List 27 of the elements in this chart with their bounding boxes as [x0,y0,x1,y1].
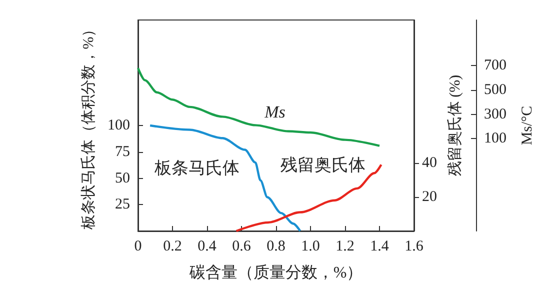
y2-axis-title: 残留奥氏体 (%) [446,74,464,176]
line-series [136,66,381,147]
x-axis-title: 碳含量（质量分数，%） [188,264,363,282]
x-tick-label: 1.6 [404,238,424,254]
y3-axis-title: Ms/°C [520,106,536,146]
annotation: 残留奥氏体 [280,156,366,174]
y-tick-label: 75 [115,144,130,160]
annotation: 板条马氏体 [154,158,240,178]
x-tick-label: 0.4 [198,238,217,254]
y3-tick-label: 700 [484,58,506,74]
y3-tick-label: 500 [484,82,506,98]
annotation: Ms [264,102,286,122]
x-tick-label: 0.8 [266,238,286,254]
y3-tick-label: 300 [484,106,506,122]
x-tick-label: 0.2 [163,238,182,254]
x-tick-label: 1.0 [301,238,320,254]
y-axis-title: 板条状马氏体（体积分数，%） [80,22,98,230]
y-tick-label: 50 [115,170,130,186]
x-tick-label: 1.4 [370,238,390,254]
y2-tick-label: 20 [422,188,437,205]
y3-tick-label: 100 [484,130,506,147]
y2-tick-label: 40 [422,154,437,171]
x-tick-label: 0 [134,238,142,254]
x-tick-label: 1.2 [336,238,354,254]
y-tick-label: 25 [115,196,130,213]
y-tick-label: 100 [108,118,130,134]
x-tick-label: 0.6 [232,238,252,254]
